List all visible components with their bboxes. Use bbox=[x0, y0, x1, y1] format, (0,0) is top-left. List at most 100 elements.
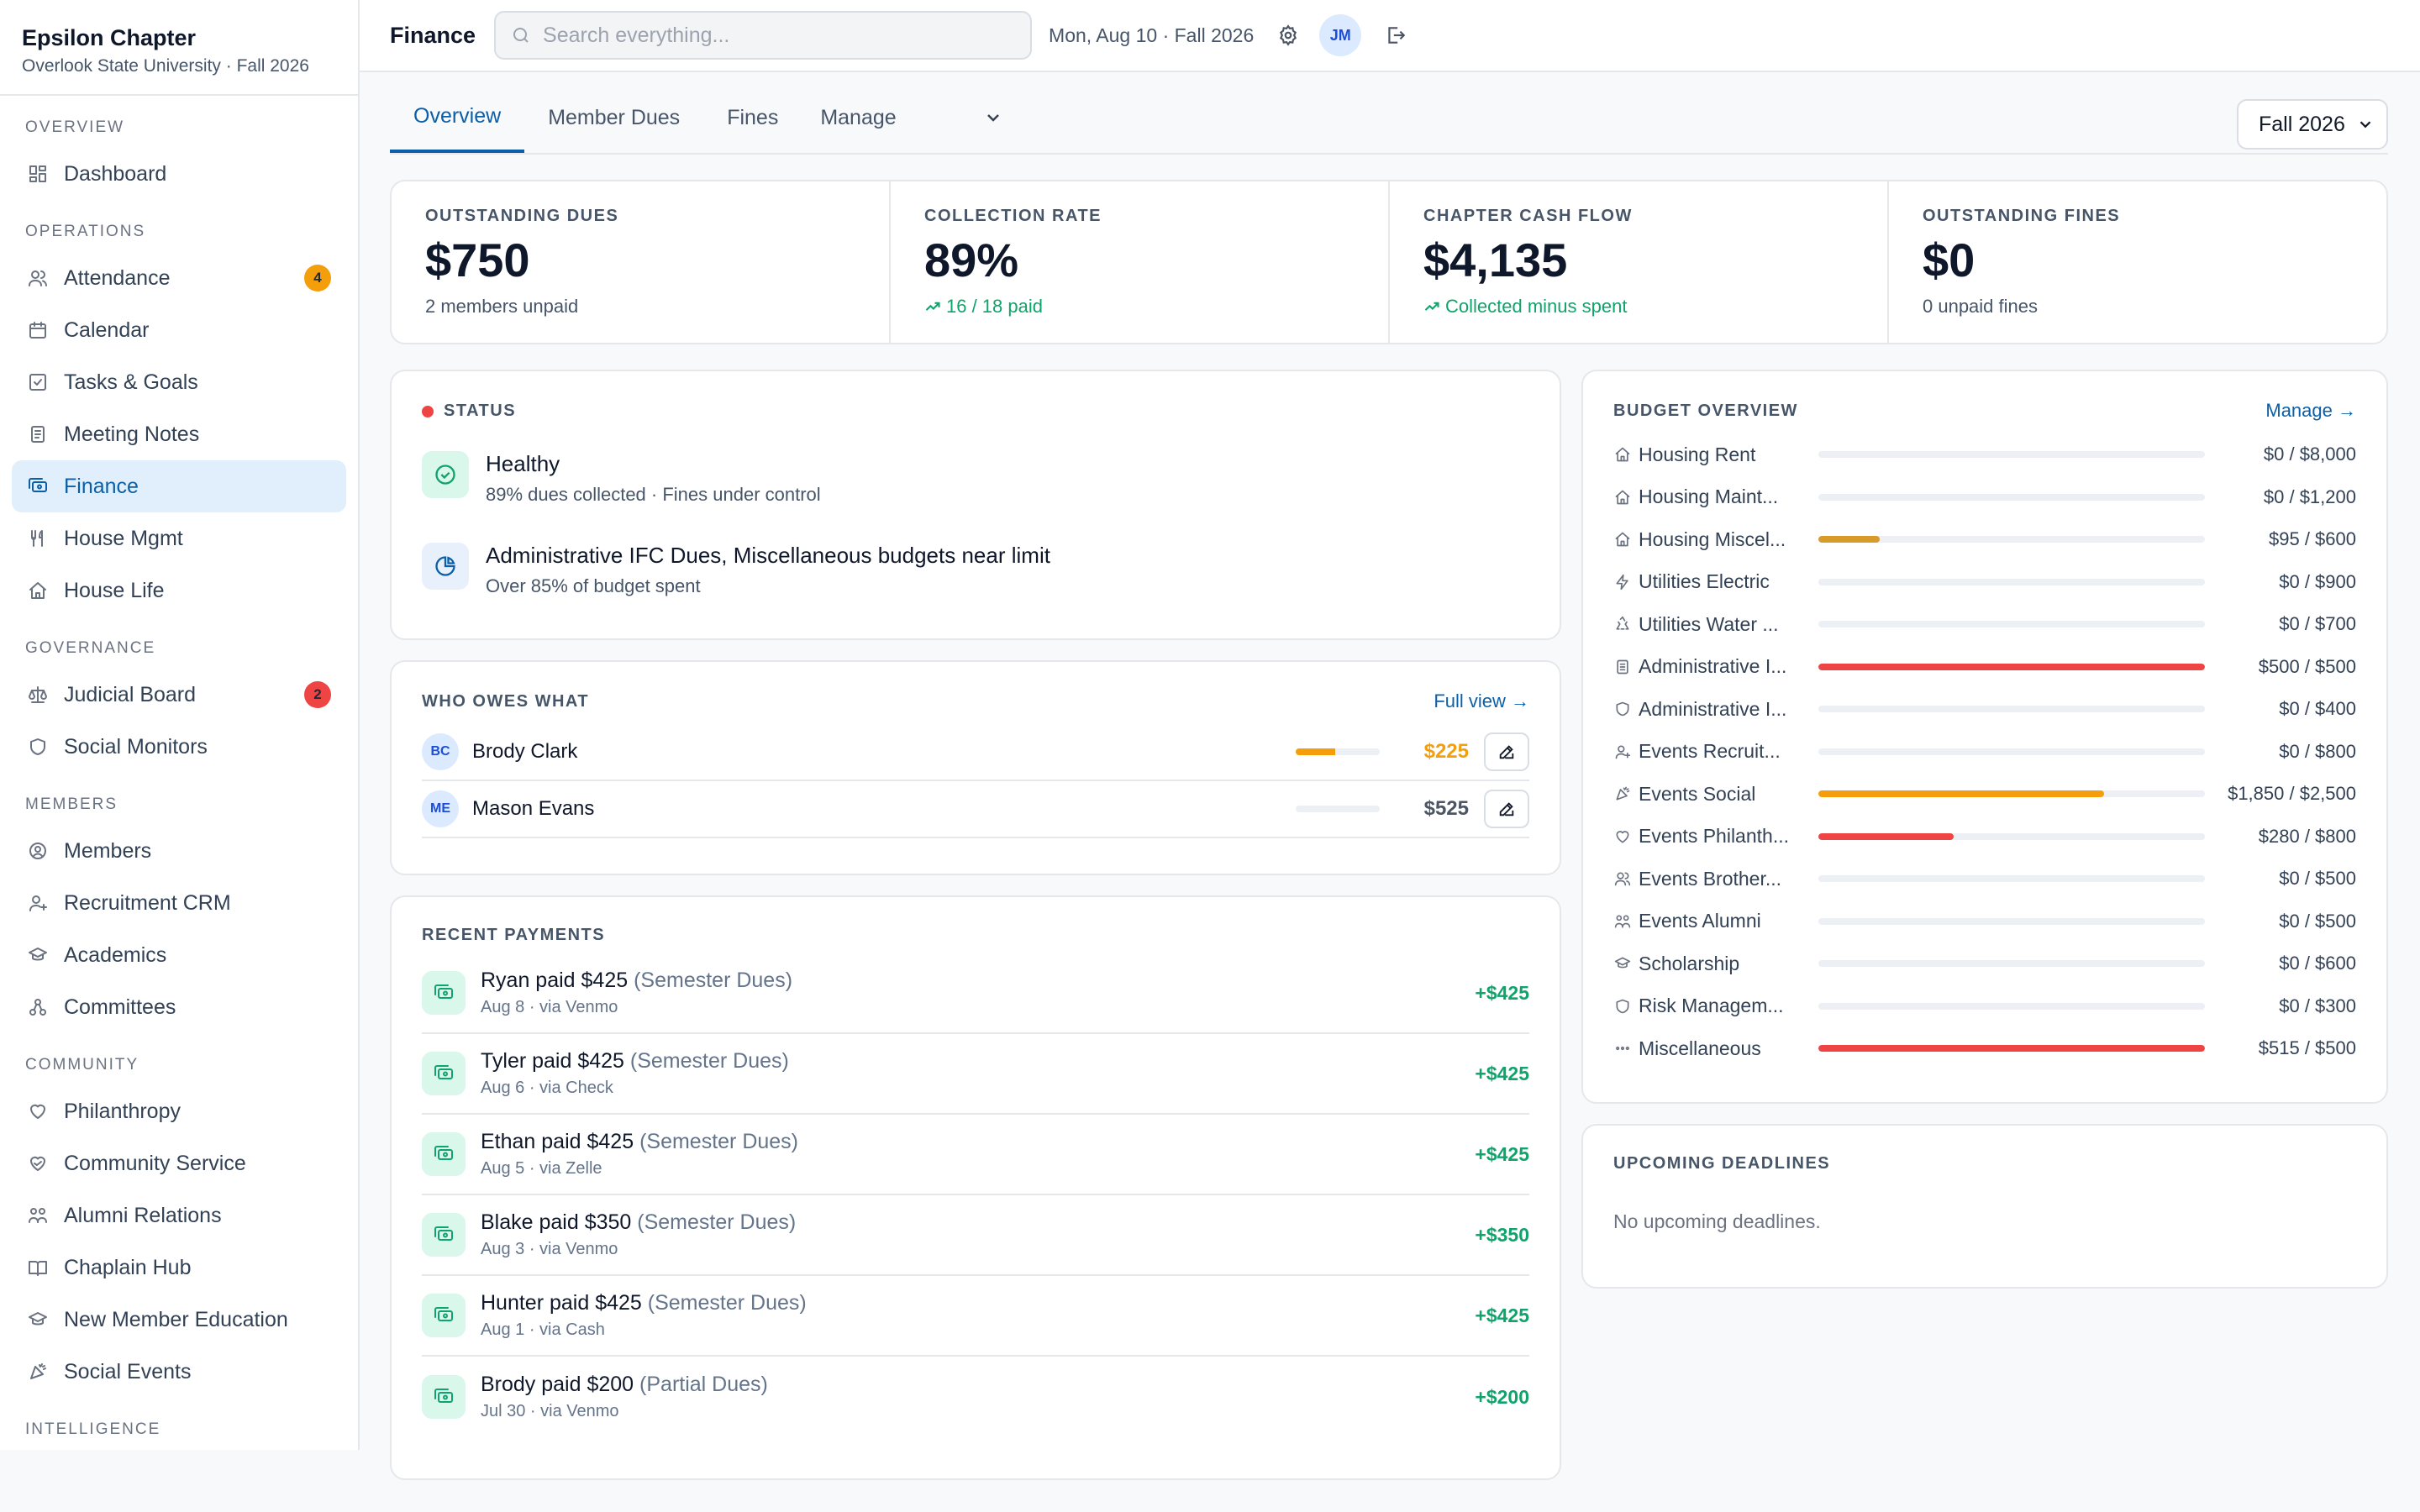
budget-category: Administrative I... bbox=[1639, 655, 1787, 678]
sidebar-item-attendance[interactable]: Attendance 4 bbox=[12, 252, 346, 304]
full-view-link[interactable]: Full view → bbox=[1434, 690, 1529, 711]
sidebar-item-social-monitors[interactable]: Social Monitors bbox=[12, 721, 346, 773]
term-select[interactable]: Fall 2026 bbox=[2237, 99, 2388, 150]
budget-category: Miscellaneous bbox=[1639, 1037, 1761, 1059]
book-open-icon bbox=[25, 1255, 50, 1280]
payment-row: Brody paid $200 (Partial Dues) Jul 30 · v… bbox=[422, 1357, 1529, 1437]
budget-category: Utilities Electric bbox=[1639, 570, 1770, 593]
budget-row: Utilities Electric $0 / $900 bbox=[1613, 561, 2356, 604]
stat-outstanding-fines: OUTSTANDING FINES $0 0 unpaid fines bbox=[1889, 181, 2386, 343]
sidebar-item-judicial-board[interactable]: Judicial Board 2 bbox=[12, 669, 346, 721]
manage-dropdown[interactable]: Manage bbox=[802, 101, 1020, 153]
edit-button[interactable] bbox=[1484, 732, 1529, 771]
count-badge: 2 bbox=[304, 681, 331, 708]
budget-amount: $0 / $600 bbox=[2279, 953, 2356, 974]
banknote-icon bbox=[422, 971, 466, 1015]
user-circle-icon bbox=[25, 838, 50, 864]
current-date: Mon, Aug 10 · Fall 2026 bbox=[1049, 24, 1255, 46]
sidebar-item-academics[interactable]: Academics bbox=[12, 929, 346, 981]
status-item-title: Healthy bbox=[486, 451, 560, 476]
sidebar-item-label: Chaplain Hub bbox=[64, 1255, 192, 1279]
sidebar-item-alumni-relations[interactable]: Alumni Relations bbox=[12, 1189, 346, 1242]
sidebar-item-label: Social Events bbox=[64, 1359, 192, 1383]
budget-overview-card: BUDGET OVERVIEW Manage → Housing Rent $0 … bbox=[1581, 370, 2388, 1104]
sidebar-item-calendar[interactable]: Calendar bbox=[12, 304, 346, 356]
home-icon bbox=[1613, 445, 1632, 464]
sidebar-item-house-life[interactable]: House Life bbox=[12, 564, 346, 617]
chapter-brand[interactable]: Epsilon Chapter Overlook State Universit… bbox=[0, 0, 358, 96]
sidebar-item-members[interactable]: Members bbox=[12, 825, 346, 877]
logout-button[interactable] bbox=[1376, 16, 1415, 55]
budget-progress-bar bbox=[1818, 790, 2205, 798]
status-item-desc: 89% dues collected · Fines under control bbox=[486, 484, 821, 505]
sidebar-item-recruitment-crm[interactable]: Recruitment CRM bbox=[12, 877, 346, 929]
edit-button[interactable] bbox=[1484, 790, 1529, 828]
tab-fines[interactable]: Fines bbox=[727, 105, 779, 129]
gear-icon bbox=[1280, 24, 1297, 46]
payment-row: Ethan paid $425 (Semester Dues) Aug 5 · v… bbox=[422, 1115, 1529, 1195]
payment-amount: +$425 bbox=[1475, 981, 1529, 1004]
budget-progress-bar bbox=[1818, 621, 2205, 628]
status-item-healthy: Healthy 89% dues collected · Fines under… bbox=[422, 451, 1529, 506]
sidebar-item-philanthropy[interactable]: Philanthropy bbox=[12, 1085, 346, 1137]
network-icon bbox=[25, 995, 50, 1020]
stat-subtext-label: Collected minus spent bbox=[1445, 296, 1628, 317]
payment-type: (Semester Dues) bbox=[637, 1210, 797, 1234]
party-icon bbox=[25, 1359, 50, 1384]
payment-type: (Partial Dues) bbox=[639, 1373, 768, 1396]
sidebar-item-house-mgmt[interactable]: House Mgmt bbox=[12, 512, 346, 564]
payment-summary: Hunter paid $425 bbox=[481, 1291, 642, 1315]
payment-amount: +$425 bbox=[1475, 1142, 1529, 1165]
sidebar-item-meeting-notes[interactable]: Meeting Notes bbox=[12, 408, 346, 460]
budget-category: Housing Rent bbox=[1639, 443, 1756, 465]
user-avatar[interactable]: JM bbox=[1319, 14, 1362, 56]
tab-member-dues[interactable]: Member Dues bbox=[548, 105, 681, 129]
party-icon bbox=[1613, 785, 1632, 803]
shield-icon bbox=[1613, 700, 1632, 718]
budget-amount: $0 / $300 bbox=[2279, 995, 2356, 1016]
sidebar-item-finance[interactable]: Finance bbox=[12, 460, 346, 512]
settings-button[interactable] bbox=[1269, 16, 1307, 55]
payment-meta: Aug 6 · via Check bbox=[481, 1079, 613, 1097]
payment-summary: Tyler paid $425 bbox=[481, 1049, 624, 1073]
sidebar-item-label: House Mgmt bbox=[64, 526, 183, 550]
dues-progress-fill bbox=[1296, 748, 1335, 755]
check-circle-icon bbox=[422, 451, 469, 498]
sidebar-item-label: Community Service bbox=[64, 1151, 246, 1175]
finance-content: Overview Member Dues Fines Manage Fall 2… bbox=[360, 72, 2420, 1480]
sidebar-item-committees[interactable]: Committees bbox=[12, 981, 346, 1033]
stats-row: OUTSTANDING DUES $750 2 members unpaid COLL… bbox=[390, 180, 2388, 344]
budget-manage-link[interactable]: Manage → bbox=[2265, 400, 2356, 421]
payment-summary: Blake paid $350 bbox=[481, 1210, 632, 1234]
dots-icon bbox=[1613, 1039, 1632, 1058]
stat-subtext: 0 unpaid fines bbox=[1923, 296, 2353, 318]
users-icon bbox=[1613, 869, 1632, 888]
payment-details: Hunter paid $425 (Semester Dues) Aug 1 · … bbox=[481, 1291, 1475, 1340]
budget-amount: $0 / $8,000 bbox=[2263, 444, 2356, 465]
manage-dropdown-label: Manage bbox=[820, 105, 897, 129]
status-card: STATUS Healthy 89% dues collected · Fine… bbox=[390, 370, 1561, 640]
recycle-icon bbox=[1613, 615, 1632, 633]
sidebar-item-label: Judicial Board bbox=[64, 682, 197, 706]
home-icon bbox=[1613, 530, 1632, 549]
sidebar-item-community-service[interactable]: Community Service bbox=[12, 1137, 346, 1189]
budget-row: Events Recruit... $0 / $800 bbox=[1613, 731, 2356, 774]
logout-icon bbox=[1388, 27, 1406, 44]
users-icon bbox=[25, 265, 50, 291]
payment-row: Tyler paid $425 (Semester Dues) Aug 6 · v… bbox=[422, 1034, 1529, 1115]
budget-list: Housing Rent $0 / $8,000 Housing Maint... $… bbox=[1613, 433, 2356, 1070]
budget-amount: $0 / $800 bbox=[2279, 740, 2356, 762]
search-box[interactable] bbox=[494, 11, 1033, 60]
nav-section-heading: OVERVIEW bbox=[25, 118, 125, 136]
sidebar-item-label: Academics bbox=[64, 942, 167, 967]
sidebar-item-dashboard[interactable]: Dashboard bbox=[12, 148, 346, 200]
sidebar-item-chaplain-hub[interactable]: Chaplain Hub bbox=[12, 1242, 346, 1294]
tab-overview[interactable]: Overview bbox=[390, 101, 525, 153]
sidebar-item-tasks-goals[interactable]: Tasks & Goals bbox=[12, 356, 346, 408]
sidebar-item-new-member-education[interactable]: New Member Education bbox=[12, 1294, 346, 1346]
payment-title: Blake paid $350 (Semester Dues) bbox=[481, 1210, 1475, 1235]
budget-amount: $0 / $500 bbox=[2279, 868, 2356, 890]
payment-amount: +$350 bbox=[1475, 1223, 1529, 1246]
search-input[interactable] bbox=[543, 23, 1014, 48]
sidebar-item-social-events[interactable]: Social Events bbox=[12, 1346, 346, 1398]
